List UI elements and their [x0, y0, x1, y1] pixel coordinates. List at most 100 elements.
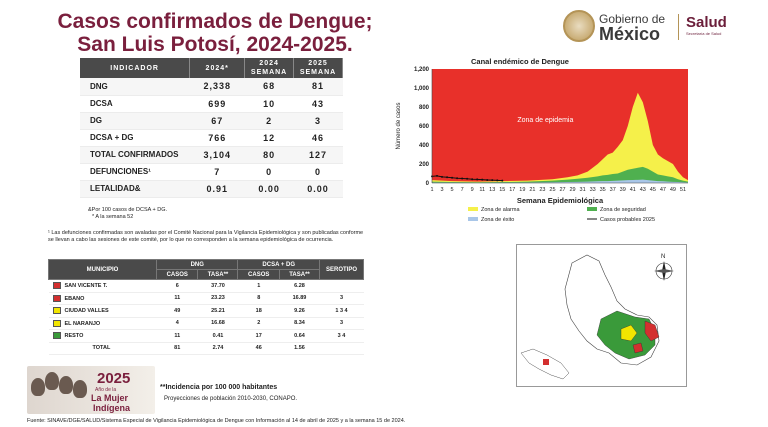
header-2024: 2024* — [189, 58, 246, 78]
indicator-row: DCSA + DG 766 12 46 — [80, 129, 343, 147]
indicator-v2024: 67 — [189, 112, 245, 130]
municipio-dng-tasa: 25.21 — [197, 304, 238, 318]
header-dcsa-dg: DCSA + DG — [237, 259, 320, 270]
indicator-s2024: 12 — [244, 129, 294, 147]
x-tick-label: 17 — [509, 187, 515, 193]
safety-zone-area — [432, 166, 688, 183]
salud-logo: Salud Secretaría de Salud — [686, 14, 727, 36]
risk-color-swatch — [52, 282, 61, 290]
north-label: N — [661, 254, 665, 260]
women-illustration-icon — [29, 370, 89, 412]
header-dcsa-tasa: TASA** — [278, 269, 321, 280]
banner-line-1: Año de la — [95, 387, 117, 393]
header-2024-semana: 2024 SEMANA — [244, 58, 295, 78]
x-tick-label: 5 — [451, 187, 454, 193]
x-tick-label: 35 — [600, 187, 606, 193]
indicator-label: DCSA + DG — [80, 129, 190, 147]
yellow-zone — [620, 324, 638, 342]
municipio-dc-casos: 2 — [237, 317, 280, 330]
indicator-label: DNG — [80, 78, 190, 96]
municipio-dc-casos: 8 — [237, 292, 280, 305]
proyecciones-note: Proyecciones de población 2010-2030, CON… — [164, 396, 298, 402]
municipio-dng-casos: 6 — [156, 279, 198, 293]
x-tick-label: 33 — [590, 187, 596, 193]
municipios-table: MUNICIPIO DNG DCSA + DG SEROTIPO CASOS T… — [48, 259, 364, 355]
x-tick-label: 49 — [670, 187, 676, 193]
municipio-dc-tasa: 8.34 — [279, 317, 320, 330]
municipio-dc-tasa: 1.56 — [279, 342, 320, 355]
page-title: Casos confirmados de Dengue; San Luis Po… — [55, 10, 375, 56]
mujer-indigena-banner: 2025 Año de la La Mujer Indígena — [27, 366, 155, 414]
gobierno-label: Gobierno de — [599, 12, 666, 26]
cases-2025-point — [441, 175, 444, 178]
header-indicador: INDICADOR — [80, 58, 191, 78]
municipio-dng-tasa: 23.23 — [197, 292, 238, 305]
cases-2025-point — [486, 178, 489, 181]
incidencia-note: **Incidencia por 100 000 habitantes — [160, 384, 278, 391]
municipio-name: EBANO — [64, 295, 85, 302]
x-tick-label: 11 — [479, 187, 485, 193]
indicator-v2024: 2,338 — [189, 78, 245, 96]
indicator-v2024: 699 — [189, 95, 245, 113]
y-tick-label: 600 — [419, 124, 430, 130]
chart-title: Canal endémico de Dengue — [471, 57, 569, 66]
x-tick-label: 29 — [569, 187, 575, 193]
indicator-row: LETALIDAD& 0.91 0.00 0.00 — [80, 180, 343, 198]
municipio-row: SAN VICENTE T. 6 37.70 1 6.28 — [48, 279, 364, 293]
indicator-v2024: 7 — [189, 163, 245, 181]
header-dng-tasa: TASA** — [197, 269, 239, 280]
y-tick-label: 1,000 — [414, 86, 430, 92]
indicator-v2024: 3,104 — [189, 146, 245, 164]
x-tick-label: 27 — [559, 187, 565, 193]
state-map: N — [516, 244, 687, 387]
x-tick-label: 25 — [549, 187, 555, 193]
municipio-dc-casos: 1 — [237, 279, 280, 293]
indicator-s2024: 80 — [244, 146, 294, 164]
indicator-v2024: 766 — [189, 129, 245, 147]
indicator-s2025: 0 — [293, 163, 343, 181]
municipio-dc-tasa: 0.64 — [279, 329, 320, 343]
gobierno-logo: Gobierno de México — [563, 10, 673, 46]
y-axis-label: Número de casos — [396, 102, 402, 149]
indicator-s2024: 2 — [244, 112, 294, 130]
x-tick-label: 41 — [630, 187, 636, 193]
header-dng-casos: CASOS — [155, 269, 199, 280]
indicator-label: TOTAL CONFIRMADOS — [80, 146, 190, 164]
x-tick-label: 45 — [650, 187, 656, 193]
cases-2025-point — [466, 177, 469, 180]
indicator-s2025: 43 — [293, 95, 343, 113]
cases-2025-point — [461, 177, 464, 180]
municipio-dc-tasa: 9.26 — [279, 304, 320, 318]
legend-label: Zona de éxito — [481, 217, 514, 223]
x-tick-label: 9 — [471, 187, 474, 193]
x-tick-label: 37 — [610, 187, 616, 193]
eagle-seal-icon — [563, 10, 595, 42]
risk-color-swatch — [52, 294, 61, 302]
red-zone-south — [632, 342, 644, 354]
x-tick-label: 39 — [620, 187, 626, 193]
mexico-label: México — [599, 24, 661, 44]
municipio-dng-casos: 81 — [156, 342, 198, 355]
municipio-name: RESTO — [64, 333, 84, 340]
municipio-dc-casos: 46 — [237, 342, 280, 355]
header-serotipo: SEROTIPO — [319, 259, 364, 280]
municipio-dc-tasa: 16.89 — [279, 292, 320, 305]
municipio-dc-tasa: 6.28 — [279, 279, 320, 293]
banner-line-3: Indígena — [93, 403, 131, 413]
municipio-serotipo — [319, 279, 364, 293]
municipio-serotipo: 3 4 — [319, 329, 364, 343]
municipio-dng-casos: 4 — [156, 317, 198, 330]
cases-2025-point — [446, 176, 449, 179]
risk-color-swatch — [52, 319, 61, 327]
indicator-label: LETALIDAD& — [80, 180, 190, 198]
risk-color-swatch — [52, 307, 61, 315]
indicator-s2025: 81 — [293, 78, 343, 96]
municipio-dng-tasa: 16.68 — [197, 317, 238, 330]
x-tick-label: 47 — [660, 187, 666, 193]
risk-color-swatch — [52, 332, 61, 340]
municipio-row: EL NARANJO 4 16.68 2 8.34 3 — [48, 317, 364, 330]
y-tick-label: 400 — [419, 143, 430, 149]
x-tick-label: 31 — [580, 187, 586, 193]
y-tick-label: 800 — [419, 105, 430, 111]
indicator-row: DG 67 2 3 — [80, 112, 343, 130]
